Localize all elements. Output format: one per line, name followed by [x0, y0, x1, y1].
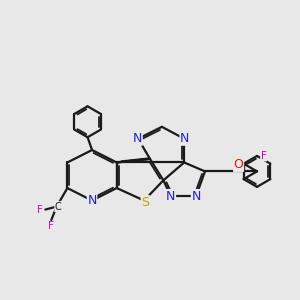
Text: C: C	[55, 202, 62, 212]
Text: F: F	[261, 151, 266, 161]
Text: N: N	[180, 132, 190, 145]
Text: N: N	[87, 194, 97, 207]
Text: F: F	[37, 205, 43, 214]
Text: F: F	[48, 221, 54, 232]
Text: N: N	[166, 190, 176, 202]
Text: O: O	[234, 158, 244, 171]
Text: N: N	[191, 190, 201, 202]
Text: S: S	[141, 196, 149, 208]
Text: N: N	[133, 132, 142, 145]
